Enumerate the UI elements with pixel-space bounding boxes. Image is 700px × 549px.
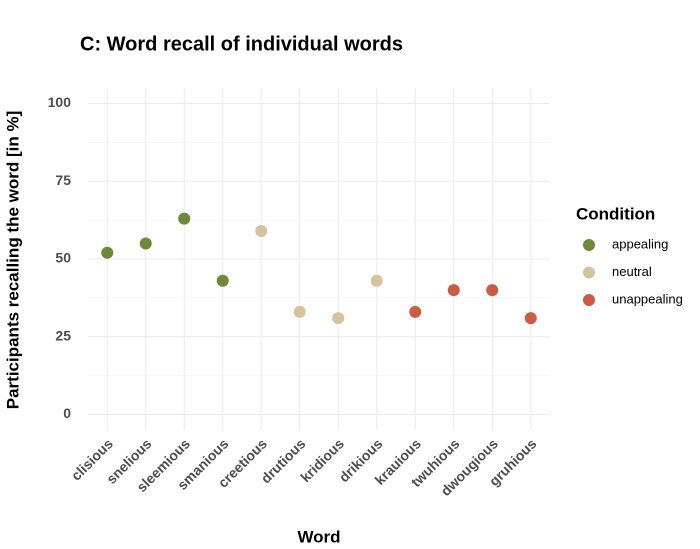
point: [370, 274, 383, 287]
legend-label: unappealing: [612, 291, 683, 306]
legend-label: appealing: [612, 236, 668, 251]
y-axis-label: Participants recalling the word [in %]: [3, 111, 22, 410]
legend-marker: [583, 239, 595, 251]
point: [255, 225, 268, 238]
point: [447, 284, 460, 297]
point: [178, 212, 191, 225]
legend-marker: [583, 266, 595, 279]
y-tick-label: 25: [55, 327, 71, 343]
point: [524, 312, 537, 325]
legend-title: Condition: [576, 204, 655, 223]
point: [332, 312, 345, 325]
legend-label: neutral: [612, 264, 652, 279]
point: [216, 274, 229, 287]
x-axis-label: Word: [297, 527, 340, 546]
point: [293, 305, 306, 318]
y-tick-label: 100: [48, 94, 72, 110]
legend-marker: [583, 294, 595, 306]
point: [101, 246, 114, 259]
chart-title: C: Word recall of individual words: [80, 33, 403, 55]
y-tick-label: 75: [55, 172, 71, 188]
point: [139, 237, 152, 250]
y-tick-label: 50: [55, 250, 71, 266]
point: [409, 305, 422, 318]
y-tick-label: 0: [63, 405, 71, 421]
point: [486, 284, 499, 297]
